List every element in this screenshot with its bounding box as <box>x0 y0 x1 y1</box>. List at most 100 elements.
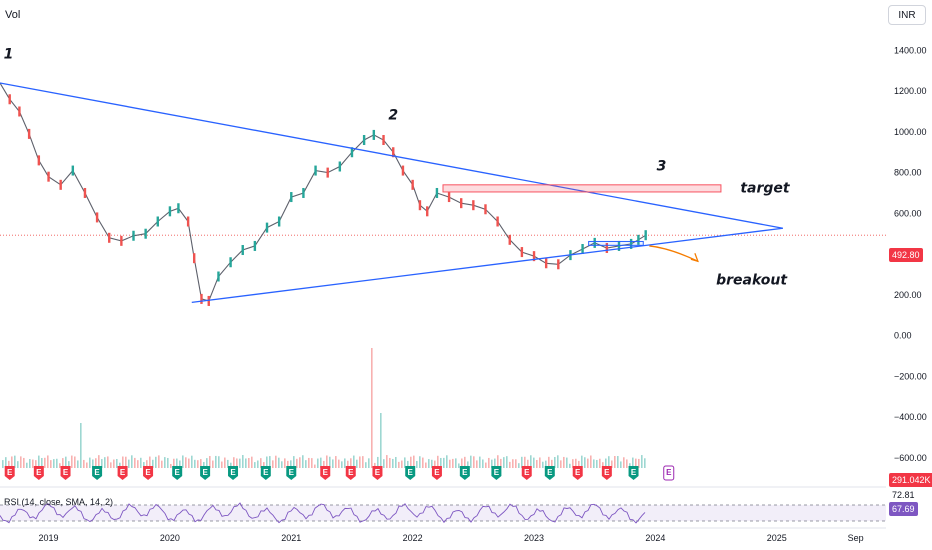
volume-indicator-label[interactable]: Vol <box>5 9 21 21</box>
volume-bar <box>299 457 301 468</box>
earnings-marker-letter: E <box>604 468 610 477</box>
price-candle <box>338 161 342 172</box>
volume-bar <box>611 460 613 468</box>
volume-bar <box>308 457 310 468</box>
rsi-legend[interactable]: RSI (14, close, SMA, 14, 2) <box>4 497 114 507</box>
volume-bar <box>377 456 379 468</box>
volume-bar <box>89 457 91 468</box>
annotation-4[interactable]: breakout <box>716 273 788 289</box>
volume-bar <box>632 457 634 468</box>
annotation-2[interactable]: 3 <box>657 159 667 175</box>
volume-bar <box>542 461 544 468</box>
volume-bar <box>200 459 202 468</box>
target-zone[interactable] <box>442 184 722 193</box>
x-tick-label-4: 2023 <box>524 533 544 543</box>
volume-bar <box>254 462 256 468</box>
earnings-marker-bg <box>521 466 532 480</box>
volume-bar <box>305 460 307 468</box>
annotation-0[interactable]: 1 <box>4 47 14 63</box>
price-candle <box>581 244 584 254</box>
volume-bar <box>521 456 523 468</box>
drawing-layer[interactable] <box>0 82 783 304</box>
volume-bar <box>446 455 448 468</box>
earnings-marker-13[interactable]: E <box>372 466 383 480</box>
price-candle <box>200 293 203 304</box>
x-tick-label-5: 2024 <box>645 533 665 543</box>
volume-bar <box>53 459 55 468</box>
volume-bar <box>416 460 418 468</box>
earnings-marker-letter: E <box>348 468 354 477</box>
x-tick-label-7: Sep <box>848 533 864 543</box>
volume-bar <box>242 455 244 468</box>
volume-bar <box>191 455 193 468</box>
earnings-marker-23[interactable]: E <box>663 465 675 481</box>
earnings-marker-12[interactable]: E <box>345 466 356 480</box>
price-candle <box>18 106 21 117</box>
rsi-line <box>0 502 646 524</box>
price-candle <box>629 238 633 249</box>
price-candle <box>120 235 123 246</box>
lower-trendline[interactable] <box>191 227 783 304</box>
earnings-marker-16[interactable]: E <box>459 466 470 480</box>
earnings-marker-22[interactable]: E <box>628 466 639 480</box>
price-candle <box>302 187 305 198</box>
volume-bar <box>95 458 97 468</box>
breakout-arrowhead <box>690 252 699 263</box>
price-candle <box>617 240 621 251</box>
earnings-marker-0[interactable]: E <box>4 466 15 480</box>
annotation-1[interactable]: 2 <box>388 108 398 124</box>
volume-bar <box>359 456 361 468</box>
volume-bar <box>125 456 127 468</box>
volume-bar <box>395 456 397 468</box>
price-candle <box>207 295 210 306</box>
volume-bar <box>473 456 475 468</box>
volume-bar <box>641 455 643 468</box>
volume-bar <box>362 456 364 468</box>
price-candle <box>557 259 560 270</box>
price-candle <box>447 192 451 203</box>
earnings-marker-1[interactable]: E <box>33 466 44 480</box>
earnings-marker-14[interactable]: E <box>405 466 416 480</box>
earnings-marker-3[interactable]: E <box>92 466 103 480</box>
earnings-marker-18[interactable]: E <box>521 466 532 480</box>
earnings-marker-17[interactable]: E <box>491 466 502 480</box>
earnings-marker-5[interactable]: E <box>143 466 154 480</box>
earnings-marker-19[interactable]: E <box>544 466 555 480</box>
upper-trendline[interactable] <box>0 82 783 229</box>
earnings-marker-21[interactable]: E <box>601 466 612 480</box>
earnings-marker-2[interactable]: E <box>60 466 71 480</box>
volume-bar <box>8 460 10 468</box>
volume-bar <box>482 459 484 468</box>
price-candle <box>108 232 111 243</box>
currency-button[interactable]: INR <box>888 5 926 25</box>
annotation-layer[interactable]: 1 2 3 target breakout <box>4 47 791 289</box>
price-candle <box>177 203 180 214</box>
earnings-marker-9[interactable]: E <box>260 466 271 480</box>
volume-bar <box>167 457 169 468</box>
earnings-marker-10[interactable]: E <box>286 466 297 480</box>
volume-bar <box>620 461 622 468</box>
volume-bar <box>344 458 346 468</box>
earnings-marker-6[interactable]: E <box>172 466 183 480</box>
breakout-arrow[interactable] <box>649 245 699 262</box>
volume-bar <box>500 458 502 468</box>
earnings-marker-11[interactable]: E <box>320 466 331 480</box>
time-axis[interactable]: 2019 2020 2021 2022 2023 2024 2025 Sep <box>0 527 886 543</box>
price-candle <box>326 167 329 178</box>
volume-bar <box>149 456 151 468</box>
earnings-marker-7[interactable]: E <box>200 466 211 480</box>
earnings-marker-letter: E <box>408 468 414 477</box>
earnings-marker-4[interactable]: E <box>117 466 128 480</box>
annotation-3[interactable]: target <box>740 181 791 197</box>
price-candle <box>241 245 244 256</box>
volume-bar <box>452 458 454 468</box>
earnings-marker-15[interactable]: E <box>431 466 442 480</box>
earnings-marker-8[interactable]: E <box>228 466 239 480</box>
price-candle <box>83 187 87 198</box>
price-candle <box>156 216 159 227</box>
volume-bar <box>287 460 289 468</box>
consolidation-box[interactable] <box>588 240 644 246</box>
earnings-marker-20[interactable]: E <box>572 466 583 480</box>
